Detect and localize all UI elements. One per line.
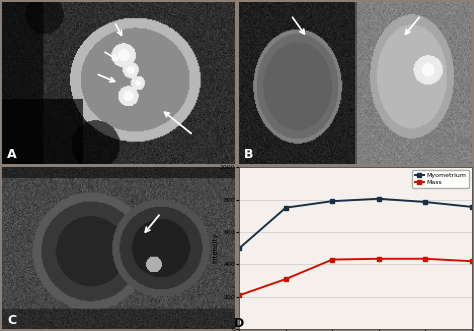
Mass (237, 293, 242, 297)
Text: C: C (7, 314, 16, 327)
Myometrium (237, 246, 242, 250)
Mass (329, 258, 335, 261)
Myometrium (469, 205, 474, 209)
Myometrium (329, 199, 335, 203)
Y-axis label: Intensity: Intensity (212, 233, 218, 263)
Mass (422, 257, 428, 261)
Text: D: D (234, 317, 245, 330)
Legend: Myometrium, Mass: Myometrium, Mass (412, 170, 468, 188)
Mass (376, 257, 382, 261)
Myometrium (376, 197, 382, 201)
Myometrium (422, 200, 428, 204)
Text: A: A (7, 148, 17, 161)
Line: Mass: Mass (237, 257, 474, 297)
Line: Myometrium: Myometrium (237, 197, 474, 250)
Mass (469, 259, 474, 263)
Text: B: B (244, 148, 254, 161)
Mass (283, 277, 289, 281)
Myometrium (283, 206, 289, 210)
